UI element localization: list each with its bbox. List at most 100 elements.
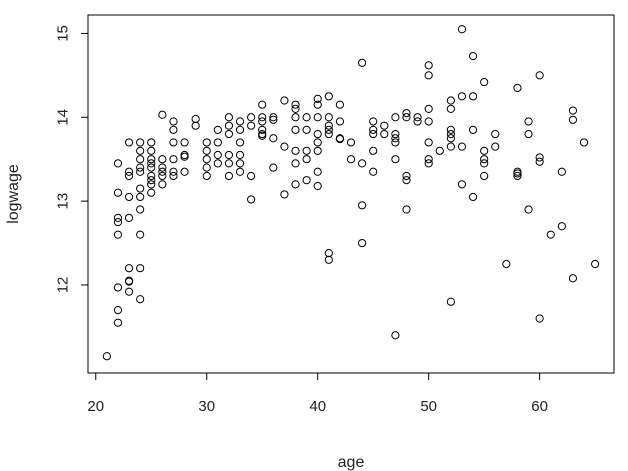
data-point [324, 113, 333, 122]
data-point [136, 146, 145, 155]
data-point [147, 163, 156, 172]
data-point [391, 138, 400, 147]
data-point [124, 138, 134, 147]
data-point [424, 159, 433, 168]
data-point [147, 159, 156, 168]
data-point [413, 117, 422, 126]
data-point [457, 142, 467, 151]
data-point [258, 113, 267, 122]
y-axis-title: logwage [5, 164, 22, 224]
data-point [302, 155, 311, 164]
data-point [147, 180, 156, 189]
data-point [435, 146, 444, 155]
y-tick-label: 14 [54, 109, 71, 126]
data-point [369, 167, 378, 176]
data-point [502, 259, 511, 269]
x-axis: 20 30 40 50 60 [87, 373, 548, 415]
data-point [324, 129, 333, 139]
data-point [224, 121, 234, 130]
plot-frame [87, 14, 615, 374]
data-point [468, 92, 478, 101]
data-point [535, 71, 544, 80]
data-point [247, 121, 256, 130]
data-point [124, 287, 134, 296]
data-point [191, 121, 200, 130]
data-point [402, 171, 411, 181]
data-point [524, 129, 533, 139]
data-point [269, 163, 278, 172]
data-point [169, 155, 178, 164]
data-point [124, 213, 134, 222]
data-point [158, 110, 167, 119]
data-point [391, 113, 400, 122]
data-point [302, 146, 311, 155]
data-point [169, 171, 178, 181]
data-point [457, 92, 467, 101]
data-point [346, 155, 356, 164]
data-point [113, 283, 123, 292]
data-point [169, 125, 178, 134]
data-point [102, 352, 111, 361]
data-point [313, 138, 322, 147]
data-point [136, 295, 145, 304]
data-point [513, 169, 522, 178]
data-point [446, 142, 455, 151]
data-point [124, 171, 134, 181]
data-point [136, 264, 145, 273]
data-point [302, 176, 311, 185]
data-point [269, 134, 278, 143]
data-point [424, 117, 433, 126]
x-tick-label: 30 [198, 398, 215, 415]
data-point [124, 277, 134, 286]
data-point [213, 125, 222, 134]
data-point [324, 249, 333, 258]
data-point [113, 213, 123, 222]
data-point [346, 138, 356, 147]
x-tick-label: 20 [87, 398, 104, 415]
data-point [513, 83, 522, 93]
data-point [202, 163, 211, 172]
data-point [446, 297, 455, 306]
data-point [468, 125, 478, 134]
data-point [113, 188, 123, 197]
data-point [557, 167, 566, 176]
data-point [124, 264, 134, 273]
data-point [402, 205, 411, 214]
data-point [113, 217, 123, 227]
data-point [213, 138, 222, 147]
data-point [535, 314, 544, 323]
data-point [147, 171, 156, 181]
data-point [224, 171, 234, 181]
data-point [136, 184, 145, 193]
data-point [258, 129, 267, 139]
data-point [402, 176, 411, 185]
data-point [446, 96, 455, 105]
data-point [391, 331, 400, 340]
data-point [180, 167, 189, 176]
data-point [335, 134, 345, 144]
data-point [380, 129, 389, 139]
data-point [213, 159, 222, 168]
data-point [424, 138, 433, 147]
data-point [136, 205, 145, 214]
data-point [302, 113, 311, 122]
data-point [291, 100, 300, 109]
data-point [291, 104, 300, 114]
data-point [568, 106, 578, 115]
data-point [291, 159, 300, 168]
data-point [136, 167, 145, 176]
data-point [258, 100, 267, 109]
data-point [380, 121, 389, 130]
data-point [269, 113, 278, 122]
data-point [169, 167, 178, 176]
data-point [235, 117, 245, 126]
data-point [291, 146, 300, 155]
data-point [180, 138, 189, 147]
data-point [191, 114, 200, 124]
data-point [424, 155, 433, 164]
data-point [124, 192, 134, 202]
data-point [480, 77, 489, 87]
data-point [269, 115, 278, 124]
data-point [468, 51, 478, 61]
data-point [235, 159, 245, 168]
